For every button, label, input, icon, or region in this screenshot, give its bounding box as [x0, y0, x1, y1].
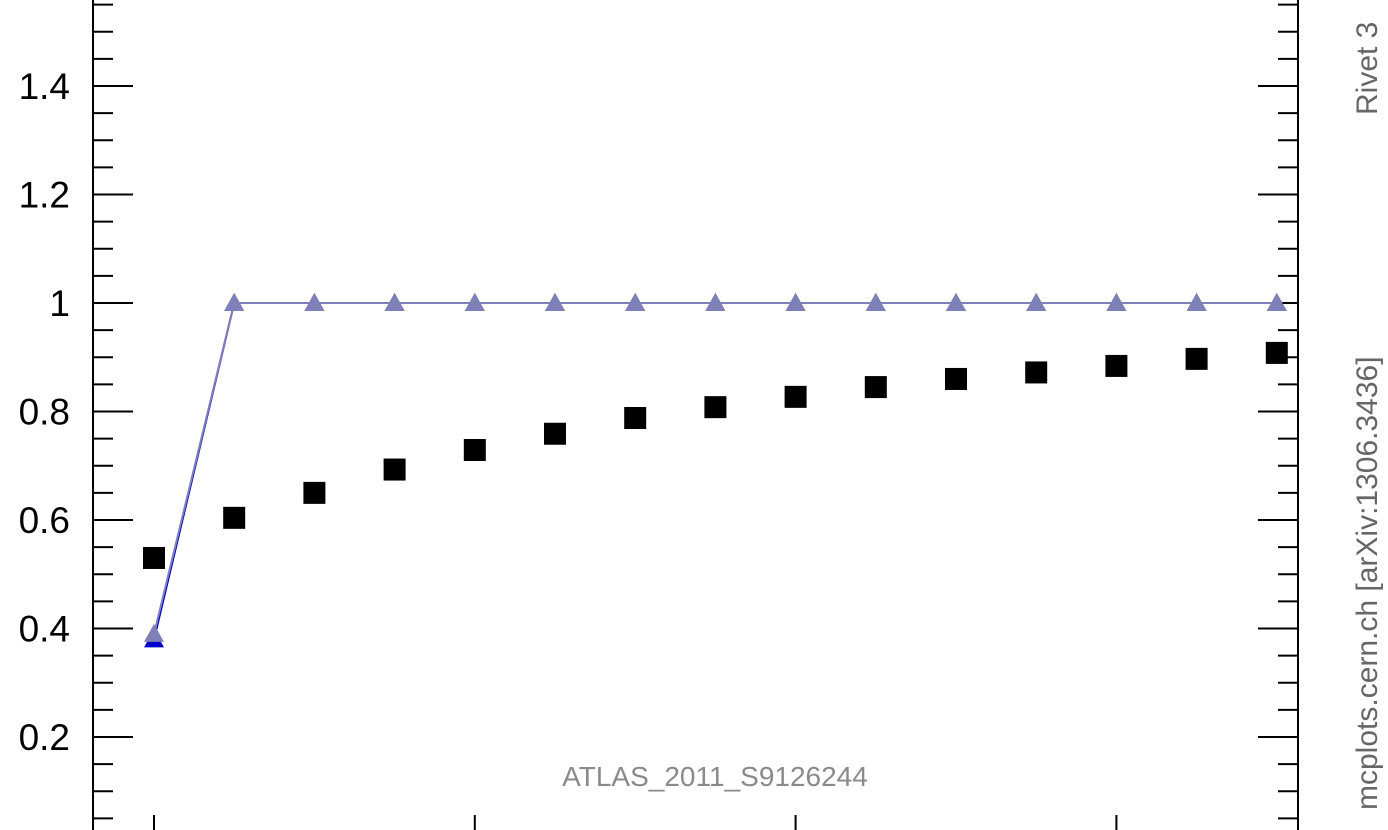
data-point-triangle [304, 293, 325, 311]
data-point-triangle [224, 293, 245, 311]
data-point-square [143, 546, 165, 569]
series-0 [143, 341, 1288, 569]
series-line [153, 302, 1277, 635]
series-2 [144, 293, 1287, 648]
data-point-square [1105, 354, 1128, 377]
y-tick-label: 0.4 [19, 609, 70, 650]
y-tick-label: 1 [49, 283, 70, 324]
data-point-square [544, 422, 566, 445]
data-point-square [864, 376, 887, 399]
axes: 0.2 0.4 0.6 0.8 1 1.2 1.4 [19, 0, 1299, 830]
data-point-square [784, 385, 807, 408]
data-point-triangle [625, 293, 646, 311]
data-point-triangle [545, 293, 565, 311]
data-point-triangle [1266, 293, 1287, 311]
data-point-triangle [785, 293, 806, 311]
data-point-square [1265, 341, 1288, 364]
y-tick-label: 0.6 [19, 500, 70, 541]
data-point-square [383, 458, 406, 481]
series-1 [144, 293, 1287, 642]
data-point-triangle [1026, 293, 1047, 311]
data-point-triangle [1186, 293, 1207, 311]
data-point-square [704, 396, 727, 419]
data-point-triangle [464, 293, 485, 311]
data-point-square [624, 407, 647, 430]
rivet-version-label: Rivet 3 [1351, 22, 1384, 115]
data-point-triangle [946, 293, 966, 311]
y-tick-label: 0.2 [19, 717, 70, 758]
data-point-square [1185, 347, 1208, 370]
data-point-square [223, 506, 246, 529]
y-tick-label: 1.2 [19, 175, 70, 216]
data-point-square [463, 439, 486, 462]
data-point-triangle [705, 293, 726, 311]
y-tick-label: 0.8 [19, 392, 70, 433]
data-point-triangle [1106, 293, 1127, 311]
series-line [153, 302, 1277, 640]
data-point-triangle [865, 293, 886, 311]
data-point-square [945, 367, 967, 390]
y-tick-label: 1.4 [19, 66, 70, 107]
data-series [143, 293, 1288, 648]
data-point-square [303, 481, 326, 504]
analysis-name-label: ATLAS_2011_S9126244 [562, 761, 868, 792]
data-point-square [1025, 361, 1048, 384]
data-point-triangle [144, 623, 164, 642]
mcplots-credit-label: mcplots.cern.ch [arXiv:1306.3436] [1351, 356, 1384, 810]
data-point-triangle [384, 293, 405, 311]
